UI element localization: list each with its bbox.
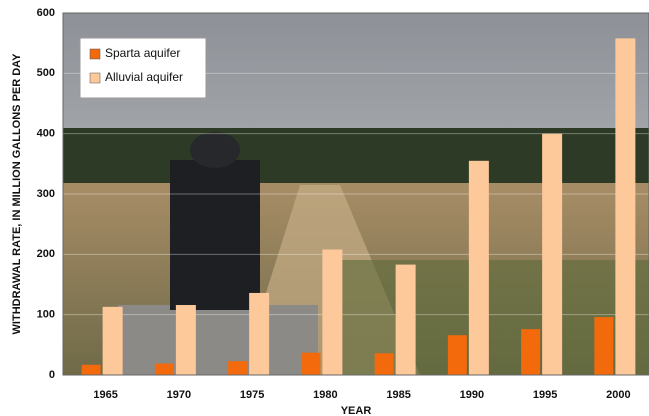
x-tick-label: 2000: [606, 389, 630, 401]
bar: [155, 364, 174, 375]
bar: [594, 317, 613, 375]
x-tick-label: 1975: [240, 389, 264, 401]
y-tick-label: 400: [37, 128, 55, 140]
legend-swatch: [90, 73, 100, 83]
bar: [103, 307, 123, 375]
bar: [521, 329, 540, 375]
y-tick-label: 0: [49, 369, 55, 381]
x-tick-label: 1990: [460, 389, 484, 401]
y-tick-label: 500: [37, 67, 55, 79]
legend-label: Alluvial aquifer: [105, 70, 183, 84]
y-tick-label: 600: [37, 7, 55, 19]
x-tick-label: 1970: [167, 389, 191, 401]
bar: [82, 365, 101, 375]
bar: [469, 161, 489, 375]
x-tick-label: 1995: [533, 389, 557, 401]
y-tick-label: 100: [37, 309, 55, 321]
x-tick-label: 1980: [313, 389, 337, 401]
bar: [228, 361, 247, 375]
bar: [448, 335, 467, 375]
y-tick-label: 300: [37, 188, 55, 200]
y-axis-label: WITHDRAWAL RATE, IN MILLION GALLONS PER …: [11, 53, 23, 335]
chart: WITHDRAWAL RATE, IN MILLION GALLONS PER …: [0, 0, 649, 416]
bar: [396, 265, 416, 375]
bar: [375, 353, 394, 375]
bar: [301, 353, 320, 375]
bar: [615, 38, 635, 375]
legend-label: Sparta aquifer: [105, 46, 180, 60]
x-tick-label: 1965: [93, 389, 117, 401]
legend-swatch: [90, 49, 100, 59]
bar: [176, 305, 196, 375]
bar: [542, 134, 562, 375]
y-tick-label: 200: [37, 248, 55, 260]
x-tick-label: 1985: [386, 389, 410, 401]
bar: [322, 250, 342, 375]
x-axis-label: YEAR: [341, 405, 372, 416]
bar: [249, 293, 269, 375]
